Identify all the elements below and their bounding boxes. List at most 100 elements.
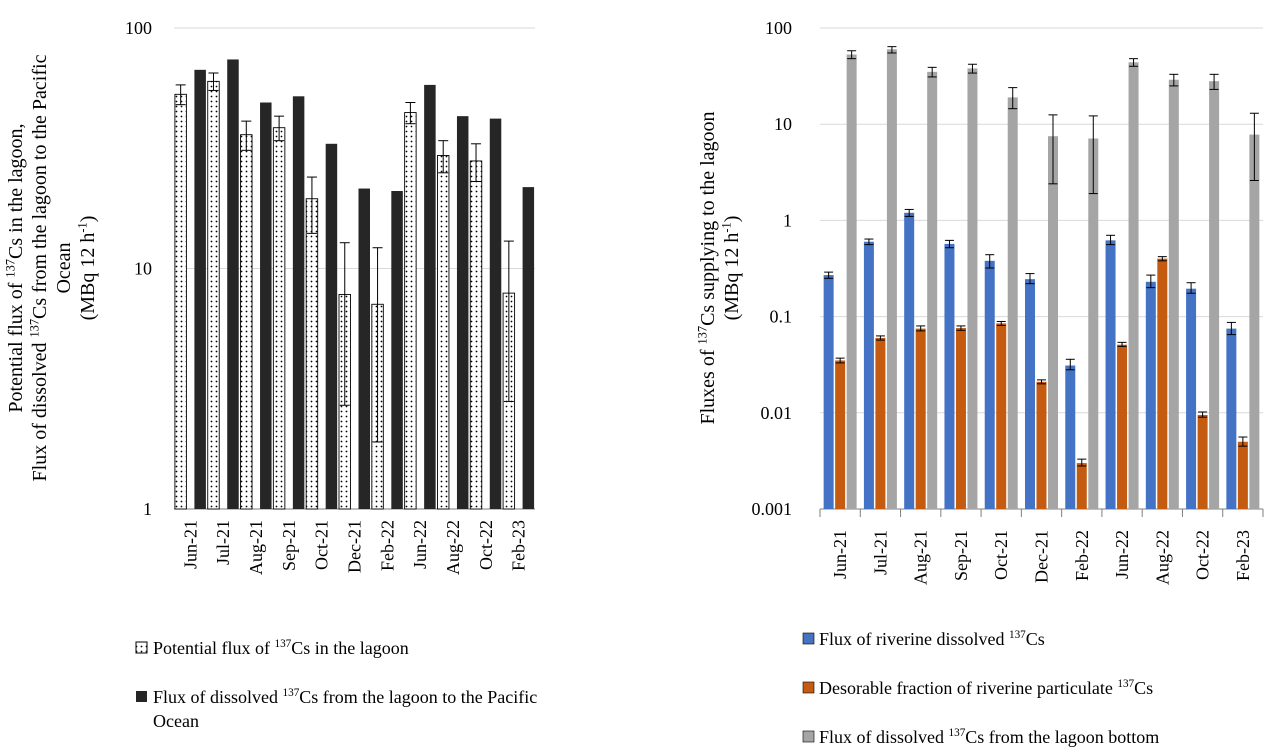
x-tick-label: Jun-21 [180, 520, 200, 569]
x-tick-label: Feb-23 [509, 520, 529, 571]
bar-potential-flux [272, 127, 286, 510]
bar-lagoon-bottom-dissolved [1007, 97, 1018, 509]
bar-desorable-particulate [915, 328, 926, 509]
bar-dissolved-flux-to-ocean [391, 191, 403, 509]
bar-dissolved-flux-to-ocean [194, 69, 206, 509]
bar-lagoon-bottom-dissolved [1209, 81, 1220, 509]
y-tick-label: 1 [143, 499, 152, 519]
y-tick-label: 10 [774, 114, 792, 134]
x-tick-label: Dec-21 [1032, 530, 1052, 583]
x-tick-label: Aug-21 [911, 530, 931, 585]
bar-desorable-particulate [996, 323, 1007, 509]
bar-lagoon-bottom-dissolved [886, 49, 897, 509]
bar-lagoon-bottom-dissolved [846, 54, 857, 510]
bar-potential-flux [469, 160, 483, 510]
bar-riverine-dissolved [944, 243, 955, 510]
bar-desorable-particulate [1197, 414, 1208, 509]
x-tick-label: Jun-21 [830, 530, 850, 579]
x-tick-label: Oct-22 [1193, 530, 1213, 580]
bar-dissolved-flux-to-ocean [424, 84, 436, 509]
y-axis-label: Fluxes of 137Cs supplying to the lagoon [695, 111, 719, 424]
bar-desorable-particulate [955, 328, 966, 509]
x-tick-label: Jun-22 [410, 520, 430, 569]
bar-dissolved-flux-to-ocean [489, 118, 502, 509]
legend-label-lagoon-bottom-dissolved: Flux of dissolved 137Cs from the lagoon … [819, 727, 1159, 747]
bar-riverine-dissolved [984, 260, 995, 509]
x-tick-label: Aug-21 [246, 520, 266, 575]
legend-label-riverine-dissolved: Flux of riverine dissolved 137Cs [819, 629, 1045, 649]
bar-riverine-dissolved [1065, 365, 1076, 509]
x-tick-label: Oct-22 [476, 520, 496, 570]
left-bar-chart: 100 10 1 Jun-21 Jul-21 Aug-21 Sep-21 Oct-21 Dec-… [3, 18, 535, 575]
x-tick-label: Jul-21 [870, 530, 890, 575]
bar-desorable-particulate [875, 337, 886, 509]
bar-potential-flux [174, 93, 187, 510]
bar-lagoon-bottom-dissolved [1088, 138, 1099, 509]
bar-riverine-dissolved [823, 275, 834, 509]
bar-dissolved-flux-to-ocean [227, 59, 239, 510]
bar-dissolved-flux-to-ocean [260, 102, 272, 509]
y-axis-label: (MBq 12 h-1) [75, 216, 99, 321]
bar-desorable-particulate [1036, 381, 1047, 509]
legend-swatch-dissolved-flux-to-ocean [136, 691, 147, 702]
bar-potential-flux [207, 80, 220, 510]
bar-riverine-dissolved [863, 241, 874, 509]
legend-swatch-potential-flux [135, 641, 148, 654]
bar-dissolved-flux-to-ocean [292, 96, 305, 509]
y-tick-label: 1 [783, 210, 792, 230]
bar-dissolved-flux-to-ocean [456, 116, 469, 510]
bar-dissolved-flux-to-ocean [325, 143, 338, 509]
legend-label-potential-flux: Potential flux of 137Cs in the lagoon [153, 638, 409, 658]
y-axis-label: Ocean [53, 242, 75, 293]
y-tick-label: 100 [765, 18, 792, 38]
legend-swatch-riverine-dissolved [802, 632, 815, 645]
bar-riverine-dissolved [1025, 279, 1035, 509]
y-tick-label: 100 [125, 18, 152, 38]
bar-desorable-particulate [1237, 441, 1248, 509]
y-axis-label: Flux of dissolved 137Cs from the lagoon … [27, 54, 51, 481]
x-tick-label: Sep-21 [279, 520, 299, 571]
x-tick-label: Aug-22 [1152, 530, 1172, 585]
legends: Potential flux of 137Cs in the lagoon Flu… [135, 629, 1159, 747]
x-tick-label: Feb-22 [377, 520, 397, 571]
bar-lagoon-bottom-dissolved [927, 71, 938, 509]
bar-potential-flux [404, 112, 417, 510]
bar-desorable-particulate [1076, 463, 1087, 509]
bar-riverine-dissolved [1105, 240, 1116, 509]
bar-desorable-particulate [835, 360, 846, 509]
x-tick-label: Dec-21 [345, 520, 365, 573]
legend-swatch-desorable-particulate [802, 681, 815, 694]
bar-lagoon-bottom-dissolved [967, 68, 978, 510]
legend-label-dissolved-flux-to-ocean: Flux of dissolved 137Cs from the lagoon … [153, 687, 537, 707]
legend-swatch-lagoon-bottom-dissolved [802, 730, 815, 743]
bar-lagoon-bottom-dissolved [1128, 62, 1139, 509]
bar-potential-flux [305, 198, 319, 510]
x-tick-label: Oct-21 [991, 530, 1011, 580]
bar-dissolved-flux-to-ocean [358, 188, 370, 509]
x-tick-label: Jul-21 [213, 520, 233, 565]
legend-label-dissolved-flux-to-ocean-cont: Ocean [153, 711, 199, 731]
bar-potential-flux [240, 134, 253, 510]
y-tick-label: 0.001 [752, 499, 793, 519]
right-bar-chart: 100 10 1 0.1 0.01 0.001 Jun-21 Jul-21 Aug-21 Sep-… [695, 18, 1264, 585]
x-tick-label: Jun-22 [1112, 530, 1132, 579]
x-tick-label: Aug-22 [443, 520, 463, 575]
bar-desorable-particulate [1157, 258, 1168, 509]
legend-label-desorable-particulate: Desorable fraction of riverine particula… [819, 678, 1153, 698]
bar-desorable-particulate [1117, 344, 1128, 509]
x-tick-label: Feb-22 [1072, 530, 1092, 581]
bar-dissolved-flux-to-ocean [522, 187, 535, 510]
y-tick-label: 0.01 [761, 403, 793, 423]
y-tick-label: 0.1 [770, 307, 793, 327]
bar-lagoon-bottom-dissolved [1048, 136, 1058, 509]
bar-riverine-dissolved [1226, 328, 1237, 509]
bar-potential-flux [437, 155, 450, 510]
x-tick-label: Sep-21 [951, 530, 971, 581]
x-tick-label: Oct-21 [312, 520, 332, 570]
bar-lagoon-bottom-dissolved [1249, 134, 1260, 509]
y-axis-label: Potential flux of 137Cs in the lagoon, [3, 123, 27, 412]
y-axis-label: (MBq 12 h-1) [719, 216, 743, 321]
bar-riverine-dissolved [904, 212, 915, 509]
x-tick-label: Feb-23 [1233, 530, 1253, 581]
